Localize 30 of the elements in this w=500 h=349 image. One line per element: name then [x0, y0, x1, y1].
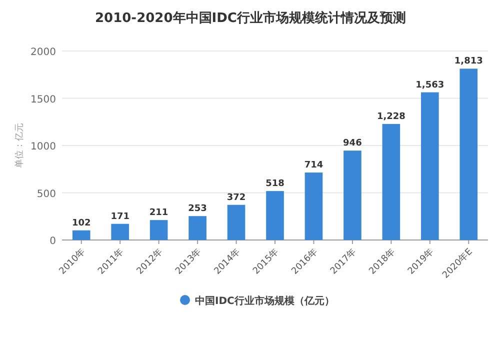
y-tick-label: 500 [36, 188, 56, 200]
bar [266, 191, 284, 240]
data-label: 714 [304, 160, 324, 171]
data-label: 102 [72, 218, 91, 228]
data-label: 211 [149, 208, 168, 218]
data-label: 253 [188, 204, 207, 214]
bar [382, 124, 400, 240]
data-label: 1,228 [376, 112, 406, 122]
bar [72, 230, 90, 240]
y-axis-title: 单位：亿元 [14, 123, 25, 168]
data-label: 171 [110, 212, 130, 222]
data-label: 372 [226, 192, 246, 203]
y-tick-label: 0 [50, 236, 56, 247]
data-label: 1,563 [416, 80, 444, 90]
y-tick-label: 1500 [30, 94, 56, 106]
bar [304, 172, 323, 240]
bar [111, 224, 129, 240]
legend-label: 中国IDC行业市场规模（亿元） [195, 295, 334, 307]
y-tick-label: 1000 [30, 142, 56, 152]
chart-title: 2010-2020年中国IDC行业市场规模统计情况及预测 [95, 10, 406, 26]
bar [188, 216, 206, 240]
bar [150, 220, 168, 240]
y-tick-label: 2000 [30, 47, 56, 58]
bar [421, 92, 439, 240]
data-label: 1,813 [454, 56, 483, 67]
bar [344, 150, 362, 240]
bar [460, 68, 478, 240]
data-label: 518 [266, 179, 284, 190]
bar [227, 204, 246, 240]
data-label: 946 [343, 138, 362, 149]
